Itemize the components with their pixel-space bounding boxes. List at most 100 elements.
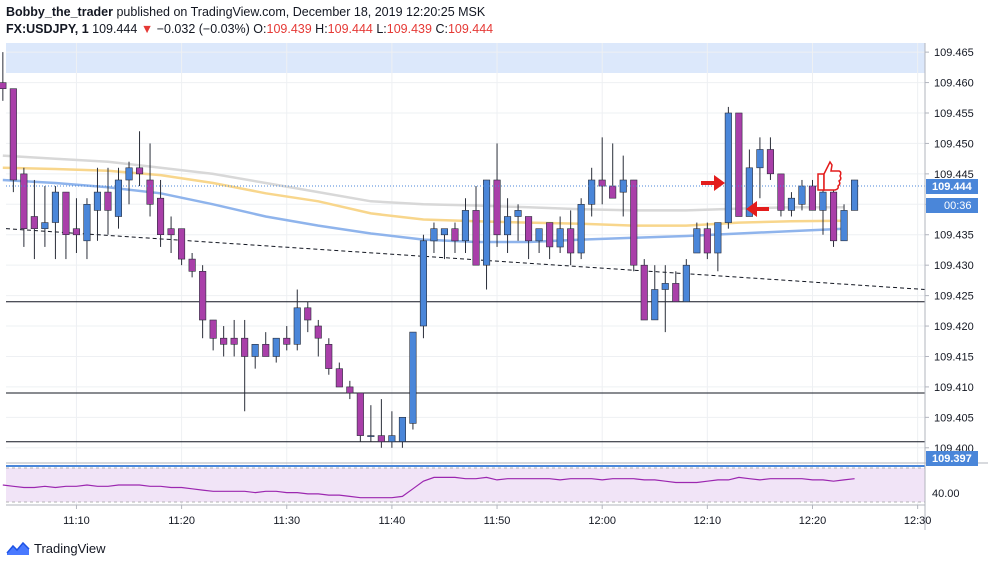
candle-body	[398, 416, 407, 442]
candle-body	[430, 228, 438, 242]
price-tick-label: 109.460	[934, 78, 974, 90]
candle	[598, 137, 606, 205]
close-label: C:	[435, 22, 448, 36]
close-value: 109.444	[447, 22, 494, 36]
countdown-badge-bg	[926, 198, 978, 213]
candle	[556, 216, 564, 253]
candle	[472, 186, 480, 266]
price-tick-label: 109.425	[934, 291, 974, 303]
candle	[0, 52, 7, 101]
moving-average-line	[2, 154, 844, 212]
candle-body	[304, 307, 312, 321]
candle	[745, 149, 753, 217]
candle	[377, 399, 385, 448]
publish-line: Bobby_the_trader published on TradingVie…	[6, 4, 926, 21]
candle	[798, 179, 806, 211]
candle	[777, 173, 785, 217]
candle-body	[840, 210, 848, 242]
candle	[272, 337, 280, 363]
candle-body	[346, 386, 354, 394]
candle-body	[535, 228, 543, 242]
support-badge: 109.397	[926, 451, 978, 466]
candle-body	[83, 204, 91, 242]
candle-body	[293, 307, 301, 345]
candle-body	[829, 191, 838, 242]
candle	[146, 143, 154, 217]
publish-info: published on TradingView.com, December 1…	[116, 5, 486, 19]
candle	[9, 88, 17, 193]
candle	[440, 228, 449, 260]
candle-body	[367, 435, 375, 437]
symbol-label[interactable]: FX:USDJPY, 1	[6, 22, 89, 36]
author-name[interactable]: Bobby_the_trader	[6, 5, 113, 19]
brand-name[interactable]: TradingView	[34, 540, 106, 556]
candle-body	[377, 435, 385, 443]
price-tick-label: 109.455	[934, 108, 974, 120]
candle-body	[356, 392, 364, 436]
candle-body	[493, 179, 501, 236]
candle-body	[167, 228, 175, 236]
price-tick-label: 109.410	[934, 382, 974, 394]
candle	[388, 411, 396, 448]
candle-body	[146, 179, 154, 205]
candle-body	[724, 112, 732, 223]
candle-body	[188, 258, 196, 272]
candle	[819, 186, 827, 235]
highlight-band	[6, 43, 925, 73]
time-tick-label: 12:00	[588, 515, 616, 527]
candle	[83, 198, 91, 260]
candles	[0, 52, 859, 448]
price-tick-label: 109.405	[934, 412, 974, 424]
time-tick-label: 11:50	[484, 515, 511, 527]
candle-body	[482, 179, 491, 266]
candle-body	[556, 228, 564, 248]
time-tick-label: 11:40	[379, 515, 406, 527]
candle	[157, 179, 165, 247]
candle	[167, 216, 175, 253]
candle-body	[798, 185, 806, 205]
candle-body	[766, 149, 775, 175]
candle-body	[20, 173, 28, 229]
candle	[829, 186, 838, 247]
horizontal-levels	[6, 301, 925, 468]
candle-body	[745, 167, 753, 217]
price-axis[interactable]: 109.465109.460109.455109.450109.445109.4…	[925, 47, 974, 455]
low-value: 109.439	[386, 22, 432, 36]
candle-body	[41, 222, 49, 230]
candle	[672, 271, 680, 302]
candle	[251, 343, 259, 369]
candle	[630, 179, 638, 272]
candle-body	[640, 264, 648, 321]
candle	[241, 319, 249, 412]
grid-lines	[6, 43, 925, 505]
candle-body	[125, 167, 133, 181]
rsi-pane	[2, 467, 925, 503]
candle-body	[199, 270, 207, 321]
rsi-axis-label: 40.00	[932, 488, 960, 500]
candle-body	[0, 82, 7, 89]
candle-body	[325, 343, 333, 369]
candle	[493, 143, 501, 247]
candle-body	[72, 228, 80, 236]
time-tick-label: 11:30	[273, 515, 300, 527]
candle-body	[62, 191, 70, 236]
candle	[503, 198, 512, 253]
candle-body	[451, 228, 459, 242]
candle	[567, 210, 575, 266]
candle-body	[619, 179, 627, 193]
arrow-left-icon	[746, 201, 769, 217]
candle-body	[461, 210, 470, 242]
time-axis[interactable]: 11:10 11:20 11:30 11:40 11:50 12:00 12:10 12:20…	[63, 505, 931, 527]
thumbs-up-icon	[823, 160, 842, 191]
candle	[335, 362, 343, 388]
open-value: 109.439	[266, 22, 312, 36]
candle-body	[30, 216, 38, 229]
candle	[283, 326, 291, 351]
candle	[346, 380, 354, 400]
high-value: 109.444	[327, 22, 373, 36]
candle-body	[787, 197, 796, 211]
candle-body	[9, 88, 17, 181]
candle	[62, 191, 70, 260]
